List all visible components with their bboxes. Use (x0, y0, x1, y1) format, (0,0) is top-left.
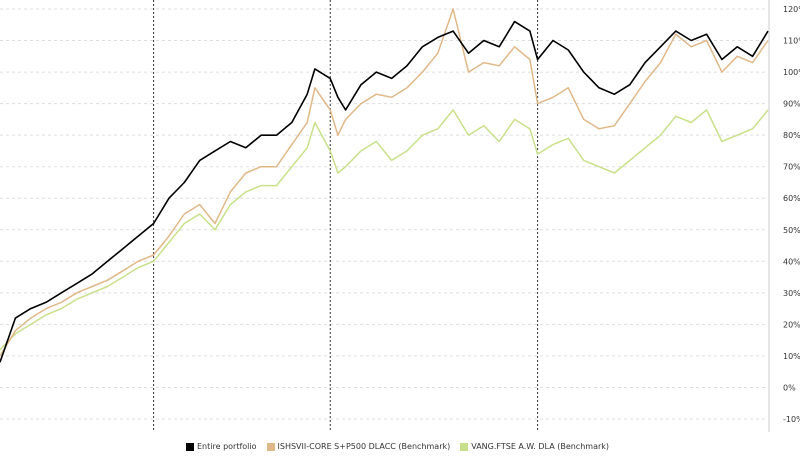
y-tick-label: 40% (783, 257, 800, 266)
y-tick-label: 100% (783, 68, 800, 77)
legend: Entire portfolio ISHSVII-CORE S+P500 DLA… (186, 442, 609, 451)
y-tick-label: 0% (783, 383, 796, 392)
y-tick-label: 60% (783, 194, 800, 203)
series-lines (0, 8, 769, 363)
period-separators (153, 0, 539, 432)
y-tick-label: 10% (783, 352, 800, 361)
y-tick-label: 20% (783, 320, 800, 329)
legend-item-ftse-aw[interactable]: VANG.FTSE A.W. DLA (Benchmark) (460, 442, 609, 451)
legend-item-entire-portfolio[interactable]: Entire portfolio (186, 442, 257, 451)
gridlines (0, 8, 768, 420)
y-tick-label: -10% (783, 415, 800, 424)
y-tick-labels: -10% 0% 10% 20% 30% 40% 50% 60% 70% 80% 90% 100% 110… (783, 5, 800, 424)
y-tick-label: 90% (783, 100, 800, 109)
legend-swatch (460, 442, 469, 451)
series-line-1 (0, 8, 769, 357)
y-tick-label: 110% (783, 37, 800, 46)
legend-label: ISHSVII-CORE S+P500 DLACC (Benchmark) (277, 442, 451, 451)
legend-label: VANG.FTSE A.W. DLA (Benchmark) (471, 442, 610, 451)
y-tick-label: 70% (783, 163, 800, 172)
legend-swatch (186, 442, 194, 451)
y-tick-label: 50% (783, 226, 800, 235)
y-tick-label: 120% (783, 5, 800, 14)
legend-swatch (266, 442, 275, 451)
legend-label: Entire portfolio (197, 442, 257, 451)
series-line-2 (0, 109, 769, 351)
y-tick-label: 30% (783, 289, 800, 298)
chart: -10% 0% 10% 20% 30% 40% 50% 60% 70% 80% 90% 100% 110… (0, 0, 800, 432)
legend-item-sp500[interactable]: ISHSVII-CORE S+P500 DLACC (Benchmark) (266, 442, 451, 451)
series-line-0 (0, 20, 769, 363)
y-tick-label: 80% (783, 131, 800, 140)
